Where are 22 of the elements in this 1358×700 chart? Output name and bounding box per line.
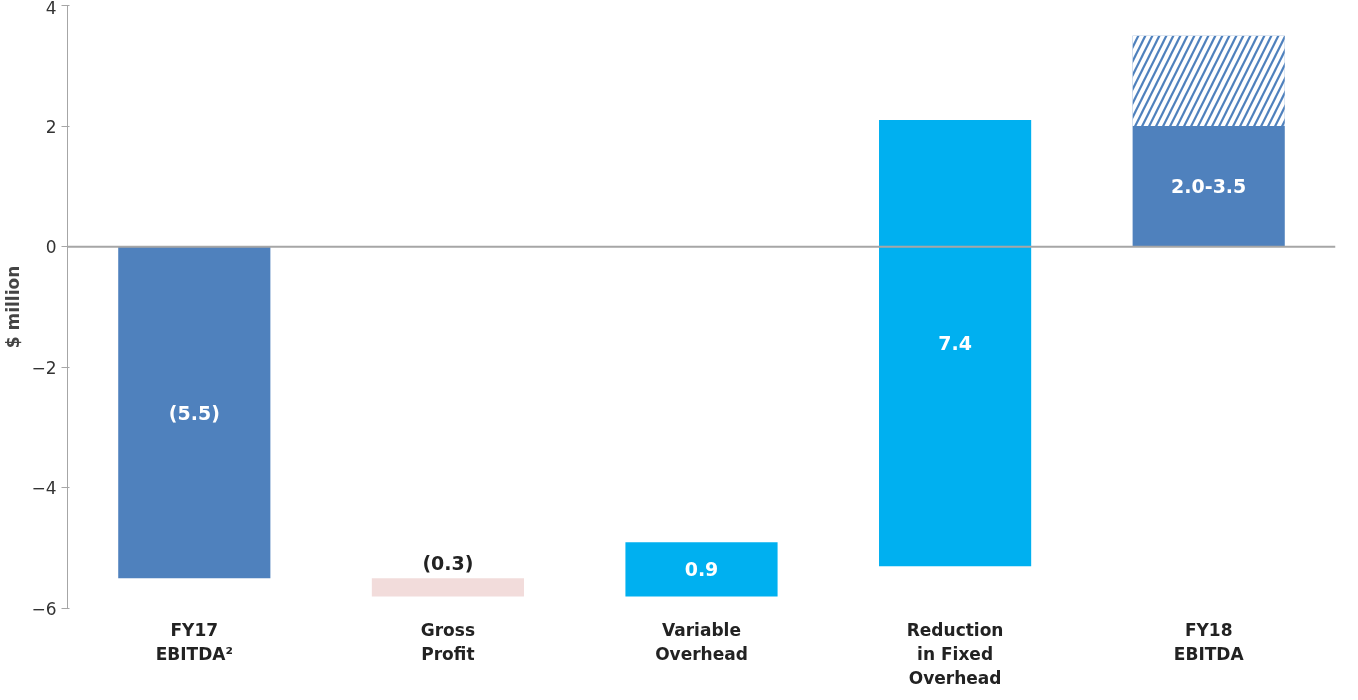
x-tick-label: Variable Overhead — [655, 619, 748, 664]
bar — [371, 578, 524, 597]
y-tick-label: −6 — [31, 599, 57, 619]
bar — [879, 120, 1032, 567]
y-tick-label: 4 — [45, 0, 57, 18]
data-label: 2.0-3.5 — [1171, 175, 1247, 198]
x-tick-label: Gross Profit — [420, 619, 476, 664]
x-tick-label: FY17 EBITDA² — [155, 619, 233, 664]
bar — [118, 246, 271, 579]
data-label: 7.4 — [938, 332, 972, 355]
data-label: (5.5) — [168, 401, 220, 424]
y-tick-label: −4 — [31, 478, 57, 499]
x-tick-label: FY18 EBITDA — [1173, 619, 1245, 664]
y-tick-label: 0 — [45, 237, 57, 258]
data-label: 0.9 — [684, 558, 719, 581]
x-tick-label: Reduction in Fixed Overhead — [906, 619, 1004, 688]
y-tick-label: −2 — [31, 357, 57, 378]
y-axis-title: $ million — [3, 265, 24, 349]
bar — [1132, 126, 1285, 247]
bar — [625, 542, 778, 597]
data-label: (0.3) — [422, 551, 474, 574]
y-tick-label: 2 — [45, 116, 57, 137]
